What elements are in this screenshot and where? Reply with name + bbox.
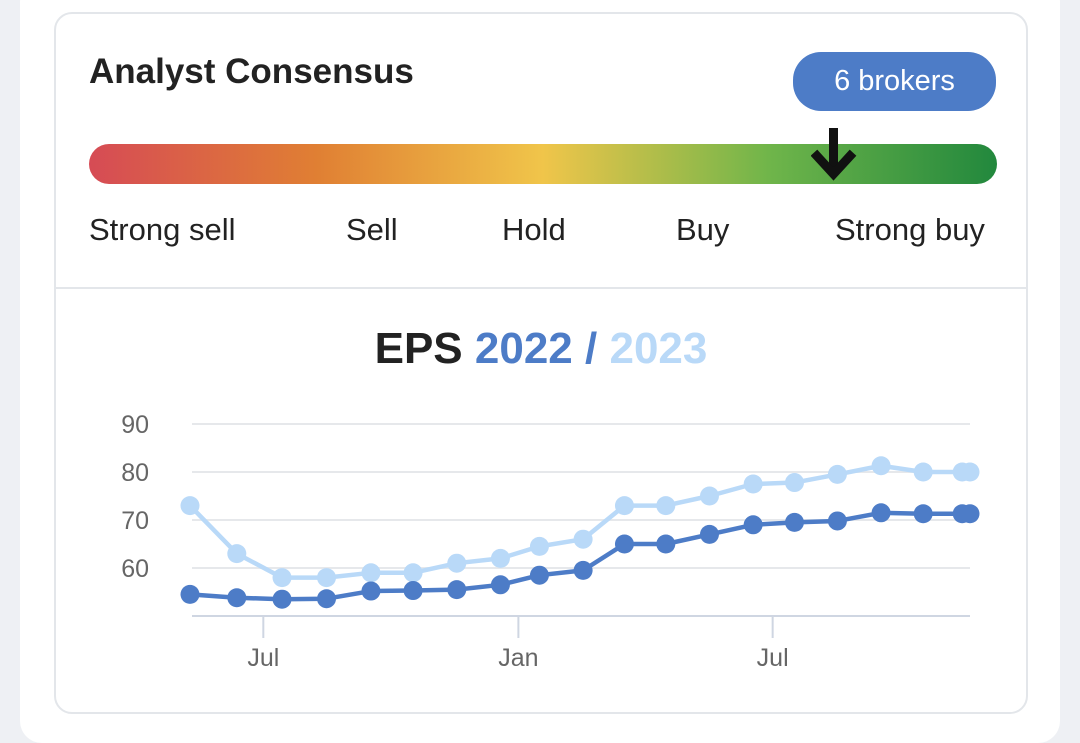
data-point-2023 (272, 568, 292, 588)
data-point-2023 (913, 462, 933, 482)
data-point-2022 (361, 581, 381, 601)
data-point-2023 (403, 563, 423, 583)
data-point-2023 (490, 548, 510, 568)
data-point-2022 (403, 581, 423, 601)
data-point-2022 (785, 512, 804, 532)
series-line-2022 (189, 510, 970, 602)
data-point-2022 (180, 584, 200, 604)
data-point-2022 (490, 575, 510, 595)
consensus-indicator-arrow-icon (810, 128, 856, 181)
y-tick-label: 90 (121, 411, 149, 439)
eps-year-2023: 2023 (609, 324, 708, 373)
y-tick-label: 60 (121, 555, 149, 583)
data-point-2022 (614, 534, 634, 554)
x-tick-label: Jan (498, 644, 538, 672)
brokers-count: 6 (834, 65, 851, 97)
data-point-2023 (743, 474, 763, 494)
data-point-2022 (447, 580, 467, 600)
divider (56, 287, 1026, 289)
data-point-2022 (272, 589, 292, 609)
data-point-2023 (180, 496, 200, 516)
series-line-2023 (188, 463, 970, 580)
data-point-2022 (960, 504, 980, 524)
scale-hold: Hold (502, 212, 566, 247)
brokers-label: brokers (858, 65, 955, 97)
data-point-2023 (614, 496, 634, 516)
scale-strong-buy: Strong buy (835, 212, 985, 247)
data-point-2023 (227, 544, 247, 564)
scale-strong-sell: Strong sell (89, 212, 236, 247)
data-point-2023 (871, 456, 891, 476)
eps-chart-title: EPS 2022 / 2023 (56, 324, 1026, 374)
consensus-title: Analyst Consensus (89, 52, 414, 91)
eps-label: EPS (374, 324, 463, 373)
data-point-2023 (317, 568, 336, 588)
data-point-2022 (827, 511, 847, 531)
data-point-2023 (785, 473, 804, 493)
brokers-badge[interactable]: 6 brokers (793, 52, 996, 111)
data-point-2022 (317, 589, 336, 609)
data-point-2023 (573, 529, 593, 549)
data-point-2022 (529, 565, 549, 585)
eps-year-2022: 2022 (474, 324, 573, 373)
data-point-2022 (573, 560, 593, 580)
data-point-2023 (827, 464, 847, 484)
y-tick-label: 70 (121, 507, 149, 535)
data-point-2023 (960, 462, 980, 482)
y-tick-label: 80 (121, 459, 149, 487)
eps-line-chart: 60 70 80 90 Jul Jan Jul (121, 411, 980, 672)
scale-sell: Sell (346, 212, 398, 247)
scale-buy: Buy (676, 212, 730, 247)
eps-separator: / (585, 324, 598, 373)
data-point-2023 (361, 563, 381, 583)
data-point-2022 (871, 503, 891, 523)
analyst-consensus-card: Analyst Consensus 6 brokers Strong sell … (54, 12, 1028, 714)
data-point-2023 (447, 553, 467, 573)
data-point-2022 (699, 524, 719, 544)
x-tick-label: Jul (247, 644, 279, 672)
data-point-2023 (529, 536, 549, 556)
data-point-2023 (656, 496, 676, 516)
data-point-2022 (227, 588, 247, 608)
data-point-2023 (699, 486, 719, 506)
data-point-2022 (913, 504, 933, 524)
data-point-2022 (743, 515, 763, 535)
data-point-2022 (656, 534, 676, 554)
x-tick-label: Jul (757, 644, 789, 672)
